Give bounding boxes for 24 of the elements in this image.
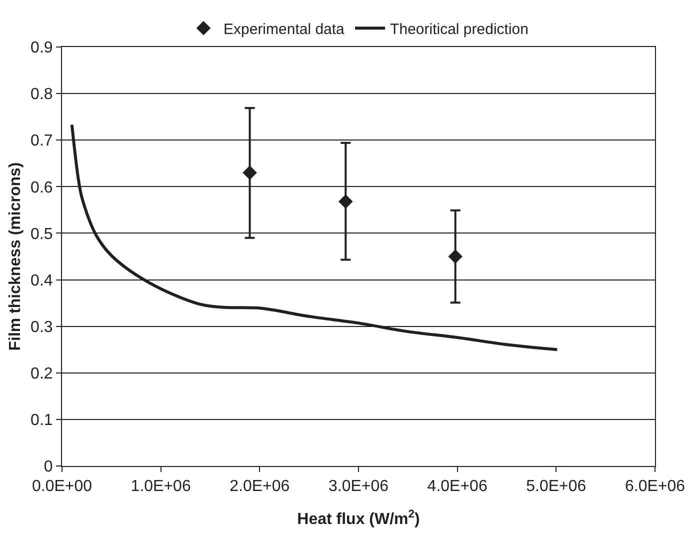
y-tick-label: 0.7 <box>30 132 53 150</box>
y-tick-label: 0.1 <box>30 412 53 430</box>
y-tick-label: 0.6 <box>30 179 53 196</box>
legend-label: Experimental data <box>224 21 346 38</box>
point <box>242 166 257 180</box>
x-tick-label: 4.0E+06 <box>427 478 488 496</box>
y-tick-label: 0.5 <box>30 226 53 243</box>
point <box>338 194 353 209</box>
y-tick-label: 0 <box>44 458 53 476</box>
x-tick-label: 3.0E+06 <box>328 478 389 496</box>
x-tick-label: 0.0E+00 <box>32 478 92 496</box>
x-tick-label: 5.0E+06 <box>526 478 586 496</box>
y-tick-label: 0.3 <box>30 318 53 336</box>
legend-label: Theoritical prediction <box>390 21 528 38</box>
x-tick-label: 2.0E+06 <box>230 478 290 496</box>
x-tick-label: 1.0E+06 <box>130 478 191 496</box>
y-axis-title: Film thickness (microns) <box>7 162 24 351</box>
x-axis-title: Heat flux (W/m$^{2}$) <box>297 508 420 528</box>
y-tick-label: 0.9 <box>30 40 53 57</box>
y-tick-label: 0.4 <box>30 272 53 290</box>
y-tick-label: 0.2 <box>30 365 53 382</box>
point <box>448 249 463 264</box>
y-tick-label: 0.8 <box>30 86 53 104</box>
x-tick-label: 6.0E+06 <box>624 478 686 496</box>
